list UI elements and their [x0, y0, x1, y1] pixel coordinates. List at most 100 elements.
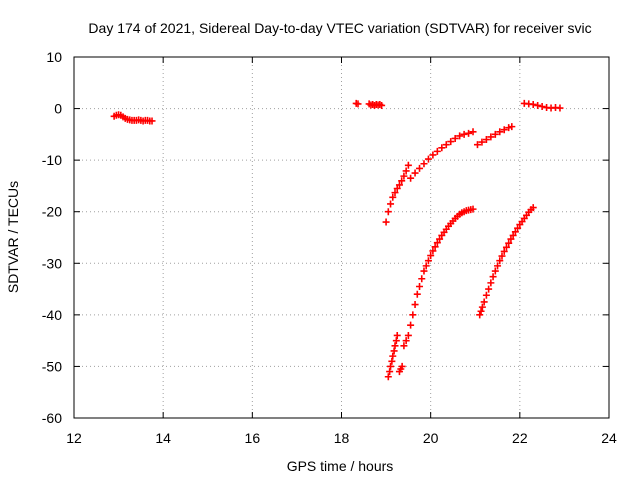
data-point: [476, 311, 484, 319]
data-point: [469, 128, 477, 136]
data-point: [400, 172, 408, 180]
data-point: [447, 138, 455, 146]
data-point: [489, 273, 497, 281]
x-axis-label: GPS time / hours: [287, 458, 394, 474]
data-point: [420, 160, 428, 168]
y-tick-label: -10: [42, 152, 62, 168]
data-point: [478, 303, 486, 311]
data-point: [496, 257, 504, 265]
data-point: [404, 331, 412, 339]
data-point: [402, 337, 410, 345]
data-point: [391, 189, 399, 197]
y-tick-label: -40: [42, 307, 62, 323]
data-point: [482, 136, 490, 144]
data-point: [392, 337, 400, 345]
data-point: [400, 342, 408, 350]
series-arc-4: [407, 128, 477, 182]
grid-lines: [74, 57, 609, 418]
data-point: [505, 239, 513, 247]
data-point: [407, 321, 415, 329]
data-point: [496, 128, 504, 136]
data-point: [451, 134, 459, 142]
x-tick-label: 18: [334, 430, 350, 446]
data-point: [398, 177, 406, 185]
data-point: [511, 228, 519, 236]
data-point: [411, 301, 419, 309]
x-tick-label: 20: [423, 430, 439, 446]
data-point: [478, 138, 486, 146]
data-point: [438, 144, 446, 152]
data-point: [436, 235, 444, 243]
y-tick-label: 0: [54, 101, 62, 117]
data-point: [389, 193, 397, 201]
series-arc-6: [520, 99, 564, 112]
data-point: [491, 130, 499, 138]
data-point: [398, 362, 406, 370]
x-tick-label: 16: [245, 430, 261, 446]
data-point: [422, 262, 430, 270]
data-point: [442, 141, 450, 149]
y-tick-label: -50: [42, 358, 62, 374]
data-point: [556, 104, 564, 112]
data-point: [387, 362, 395, 370]
data-point: [507, 235, 515, 243]
x-tick-label: 22: [512, 430, 528, 446]
series-arc-8: [476, 204, 537, 319]
data-point: [354, 100, 362, 108]
x-tick-label: 12: [66, 430, 82, 446]
data-point: [485, 285, 493, 293]
series-arc-7: [384, 205, 477, 381]
data-point: [480, 298, 488, 306]
data-point: [386, 368, 394, 376]
data-point: [413, 290, 421, 298]
y-axis-label: SDTVAR / TECUs: [5, 181, 21, 293]
data-points: [110, 99, 564, 381]
data-point: [424, 155, 432, 163]
data-point: [418, 275, 426, 283]
y-tick-label: -60: [42, 410, 62, 426]
data-point: [529, 100, 537, 108]
axis-ticks: [73, 56, 610, 419]
data-point: [393, 331, 401, 339]
y-tick-labels: -60 -50 -40 -30 -20 -10 0 10: [42, 49, 62, 426]
data-point: [416, 164, 424, 172]
series-arc-3: [382, 161, 412, 226]
data-point: [482, 291, 490, 299]
data-point: [509, 231, 517, 239]
y-tick-label: -20: [42, 204, 62, 220]
data-point: [469, 205, 477, 213]
data-point: [429, 151, 437, 159]
data-point: [391, 342, 399, 350]
data-point: [402, 167, 410, 175]
data-point: [427, 252, 435, 260]
y-tick-label: 10: [46, 49, 62, 65]
x-tick-label: 14: [155, 430, 171, 446]
data-point: [465, 129, 473, 137]
data-point: [538, 103, 546, 111]
data-point: [500, 247, 508, 255]
data-point: [487, 279, 495, 287]
data-point: [389, 352, 397, 360]
data-point: [409, 311, 417, 319]
data-point: [390, 347, 398, 355]
data-point: [395, 181, 403, 189]
data-point: [456, 132, 464, 140]
chart-title: Day 174 of 2021, Sidereal Day-to-day VTE…: [88, 20, 591, 36]
data-point: [382, 218, 390, 226]
data-point: [433, 239, 441, 247]
x-tick-labels: 12 14 16 18 20 22 24: [66, 430, 617, 446]
data-point: [424, 257, 432, 265]
data-point: [407, 174, 415, 182]
data-point: [491, 267, 499, 275]
data-point: [433, 147, 441, 155]
data-point: [508, 123, 516, 131]
data-point: [502, 243, 510, 251]
data-point: [393, 185, 401, 193]
data-point: [473, 141, 481, 149]
data-point: [404, 161, 412, 169]
data-point: [498, 252, 506, 260]
data-point: [529, 204, 537, 212]
data-point: [384, 373, 392, 381]
data-point: [387, 200, 395, 208]
